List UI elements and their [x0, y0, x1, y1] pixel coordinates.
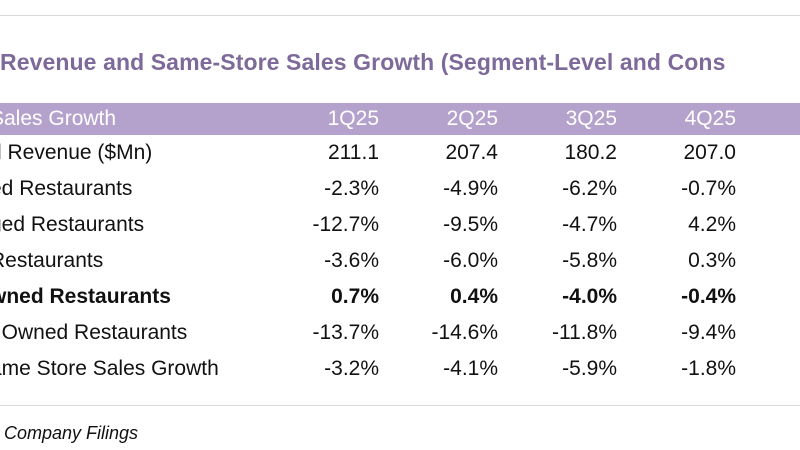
row-value: -5.8% [562, 249, 617, 272]
source-note: Company Filings [4, 423, 139, 443]
row-value: -4.7% [562, 213, 617, 236]
row-label: d Revenue ($Mn) [0, 141, 153, 164]
header-column-4: 4Q25 [684, 107, 736, 130]
table-row: t Owned Restaurants -13.7% -14.6% -11.8%… [0, 315, 800, 351]
table-row: ame Store Sales Growth -3.2% -4.1% -5.9%… [0, 351, 800, 387]
header-label: Sales Growth [0, 107, 117, 130]
row-value: -4.0% [562, 285, 617, 308]
header-column-1: 1Q25 [327, 107, 379, 130]
row-value: 207.0 [683, 141, 736, 164]
row-value: 0.4% [450, 285, 498, 308]
table-title: Revenue and Same-Store Sales Growth (Seg… [0, 49, 726, 75]
row-value: -6.2% [562, 177, 617, 200]
sales-growth-table: Sales Growth 1Q25 2Q25 3Q25 4Q25 d Reven… [0, 103, 800, 387]
table-row: ged Restaurants -12.7% -9.5% -4.7% 4.2% [0, 207, 800, 243]
row-value: 0.7% [331, 285, 379, 308]
row-value: -3.6% [324, 249, 379, 272]
row-label: ame Store Sales Growth [0, 357, 219, 380]
row-value: -2.3% [324, 177, 379, 200]
row-value: -9.5% [443, 213, 498, 236]
row-value: -1.8% [681, 357, 736, 380]
row-label: t Owned Restaurants [0, 321, 188, 344]
row-label: ged Restaurants [0, 213, 145, 236]
table-row: wned Restaurants 0.7% 0.4% -4.0% -0.4% [0, 279, 800, 315]
top-divider [0, 15, 800, 16]
row-value: -11.8% [552, 321, 617, 344]
table-row: Restaurants -3.6% -6.0% -5.8% 0.3% [0, 243, 800, 279]
header-column-2: 2Q25 [446, 107, 498, 130]
row-value: 207.4 [445, 141, 498, 164]
row-value: -4.1% [443, 357, 498, 380]
row-value: 211.1 [328, 141, 379, 164]
table-row: d Revenue ($Mn) 211.1 207.4 180.2 207.0 … [0, 135, 800, 171]
row-value: -9.4% [681, 321, 736, 344]
row-value: -13.7% [312, 321, 379, 344]
table-row: ed Restaurants -2.3% -4.9% -6.2% -0.7% - [0, 171, 800, 207]
row-value: 4.2% [688, 213, 736, 236]
row-value: -6.0% [443, 249, 498, 272]
row-label: wned Restaurants [0, 285, 171, 308]
row-value: 0.3% [688, 249, 736, 272]
row-value: -0.7% [681, 177, 736, 200]
table-header-row: Sales Growth 1Q25 2Q25 3Q25 4Q25 [0, 103, 800, 135]
row-label: Restaurants [0, 249, 104, 272]
row-value: -3.2% [324, 357, 379, 380]
row-value: -5.9% [562, 357, 617, 380]
header-column-3: 3Q25 [565, 107, 617, 130]
row-value: -0.4% [681, 285, 736, 308]
row-value: 180.2 [564, 141, 617, 164]
row-value: -4.9% [443, 177, 498, 200]
row-value: -12.7% [312, 213, 379, 236]
row-value: -14.6% [431, 321, 498, 344]
row-label: ed Restaurants [0, 177, 133, 200]
bottom-divider [0, 405, 800, 406]
